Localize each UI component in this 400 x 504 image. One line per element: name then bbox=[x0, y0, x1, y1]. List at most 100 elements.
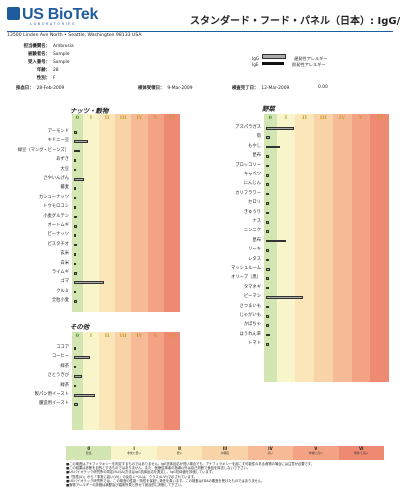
food-label: 玄米 bbox=[60, 251, 69, 257]
igg-bar bbox=[266, 315, 269, 318]
scale-level: II bbox=[302, 115, 307, 121]
bottom-scale-cell: I 非常に低い bbox=[111, 446, 157, 460]
patient-field: 受入番号： Sample bbox=[8, 59, 69, 65]
food-label: キドニー豆 bbox=[47, 138, 69, 144]
food-label: ブロッコリー bbox=[235, 162, 261, 168]
food-label: 小麦グルテン bbox=[43, 213, 69, 219]
igg-bar bbox=[74, 281, 105, 284]
scale-zones bbox=[72, 332, 180, 430]
bottom-scale-desc: 中程度 bbox=[220, 451, 230, 455]
scale-level: I bbox=[89, 333, 93, 339]
scale-zone bbox=[314, 114, 333, 382]
patient-field-label: 年齢： bbox=[36, 68, 50, 73]
legend-igg-desc: 遅発性アレルギー bbox=[294, 56, 328, 61]
igg-bar bbox=[266, 145, 281, 149]
patient-field-value: F bbox=[53, 76, 56, 81]
igg-bar bbox=[266, 136, 270, 139]
igg-bar bbox=[74, 215, 78, 219]
bottom-scale-cell: II 低い bbox=[156, 446, 203, 460]
igg-bar bbox=[74, 394, 95, 397]
igg-bar bbox=[266, 164, 269, 168]
scale-level: 0 bbox=[75, 115, 80, 121]
patient-field: 性別： F bbox=[8, 75, 56, 81]
scale-zone bbox=[131, 114, 148, 312]
footnote-line: ■この結果は診断を目的とするものではありません。また、医療従事者の指導以外は自己… bbox=[66, 466, 251, 471]
food-label: カシューナッツ bbox=[38, 194, 69, 200]
igg-bar bbox=[266, 268, 270, 271]
footnote-line: ■USバイオテック研究所では、この検査の性能・特性を保証し責任を負います。この検… bbox=[66, 478, 265, 483]
patient-field-value: Sample bbox=[53, 60, 70, 65]
food-label: 昆布 bbox=[252, 153, 261, 159]
section-title: 野菜 bbox=[262, 105, 275, 113]
scale-zone bbox=[131, 332, 148, 430]
logo-mark-icon bbox=[7, 7, 20, 20]
patient-field: 年齢： 28 bbox=[8, 67, 59, 73]
section-title: ナッツ・穀物 bbox=[70, 107, 109, 115]
igg-bar bbox=[74, 206, 77, 209]
logo-text: US BioTek bbox=[22, 6, 99, 23]
scale-level: VI bbox=[376, 115, 383, 121]
lab-address: 13500 Linden Ave North • Seattle, Washin… bbox=[7, 33, 142, 38]
legend-ige-swatch bbox=[262, 62, 284, 65]
legend-ige: IgE 即発性アレルギー bbox=[252, 62, 326, 68]
scale-zone bbox=[82, 332, 99, 430]
igg-bar bbox=[74, 272, 78, 275]
food-label: 醸造用イースト bbox=[39, 401, 69, 407]
food-label: さとうきび bbox=[47, 373, 69, 379]
footnote-line: ■この検査はアナフィラキシーを判定するものではありません。IgE抗体反応が低い場… bbox=[66, 462, 315, 466]
bottom-scale: 0 陰性 I 非常に低い II 低い III 中程度 IV 高い V 非常に高い VI 極めて高い bbox=[66, 446, 384, 460]
igg-bar bbox=[74, 243, 78, 247]
food-label: 白米 bbox=[60, 260, 69, 266]
scale-zones bbox=[72, 114, 180, 312]
bottom-scale-level: VI bbox=[358, 446, 364, 451]
bottom-scale-desc: 極めて高い bbox=[354, 451, 369, 455]
footnote-line: ■「陰性(0)」から「非常に高い(VI)」の反応レベルは、クラス(0-VI)で示… bbox=[66, 474, 197, 479]
igg-bar bbox=[74, 140, 89, 143]
page-title: スタンダード・フード・パネル（日本）: IgG/IgE bbox=[190, 16, 400, 27]
igg-bar bbox=[266, 155, 269, 158]
company-logo: US BioTek bbox=[7, 6, 98, 24]
completed-label: 検査完了日： bbox=[232, 86, 259, 91]
scale-level: III bbox=[319, 115, 327, 121]
igg-bar bbox=[74, 225, 78, 228]
food-label: さつまいも bbox=[239, 303, 261, 309]
bottom-scale-level: III bbox=[222, 446, 228, 451]
igg-bar bbox=[74, 356, 90, 359]
food-label: 緑茶 bbox=[60, 382, 69, 388]
bottom-scale-cell: IV 高い bbox=[247, 446, 294, 460]
scale-zone bbox=[332, 114, 352, 382]
bottom-scale-cell: V 非常に高い bbox=[293, 446, 339, 460]
food-label: 蕎麦 bbox=[60, 185, 69, 191]
igg-bar bbox=[74, 159, 76, 162]
scale-level: III bbox=[119, 115, 127, 121]
food-label: 製パン用イースト bbox=[34, 392, 69, 397]
scale-zone bbox=[115, 332, 132, 430]
igg-bar bbox=[74, 300, 78, 303]
igg-bar bbox=[266, 324, 269, 327]
food-label: かぼちゃ bbox=[243, 322, 261, 328]
bottom-scale-cell: III 中程度 bbox=[202, 446, 248, 460]
patient-field-value: Sample bbox=[53, 52, 70, 57]
igg-bar bbox=[74, 347, 77, 350]
footnote-line: ■USバイオテック研究所の同定(ELISA)方法はIgG抗体反応を測定し、IgG… bbox=[66, 470, 215, 475]
igg-bar bbox=[266, 202, 269, 205]
food-label: リーキ bbox=[248, 247, 261, 253]
scale-level: IV bbox=[339, 115, 346, 121]
collection-date: 採血日： 28-Feb-2009 bbox=[16, 85, 64, 91]
food-label: ナス bbox=[252, 219, 261, 224]
food-label: さやいんげん bbox=[43, 176, 69, 181]
food-label: 大豆 bbox=[60, 166, 69, 172]
received-date: 検体受領日： 9-Mar-2009 bbox=[138, 85, 193, 91]
igg-bar bbox=[74, 196, 76, 200]
food-label: タマネギ bbox=[243, 284, 261, 290]
igg-bar bbox=[266, 230, 269, 233]
igg-bar bbox=[74, 253, 77, 256]
food-label: カリフラワー bbox=[235, 190, 261, 196]
footnote-line: ■食物アレルギーの評価は病歴及び臨床所見と併せて総合的に判断して下さい。 bbox=[66, 483, 185, 488]
igg-bar bbox=[266, 333, 270, 337]
igg-bar bbox=[266, 174, 269, 177]
scale-level: V bbox=[153, 115, 158, 121]
scale-zone bbox=[295, 114, 314, 382]
collected-value: 28-Feb-2009 bbox=[36, 86, 65, 91]
food-label: ほうれん草 bbox=[239, 331, 261, 337]
